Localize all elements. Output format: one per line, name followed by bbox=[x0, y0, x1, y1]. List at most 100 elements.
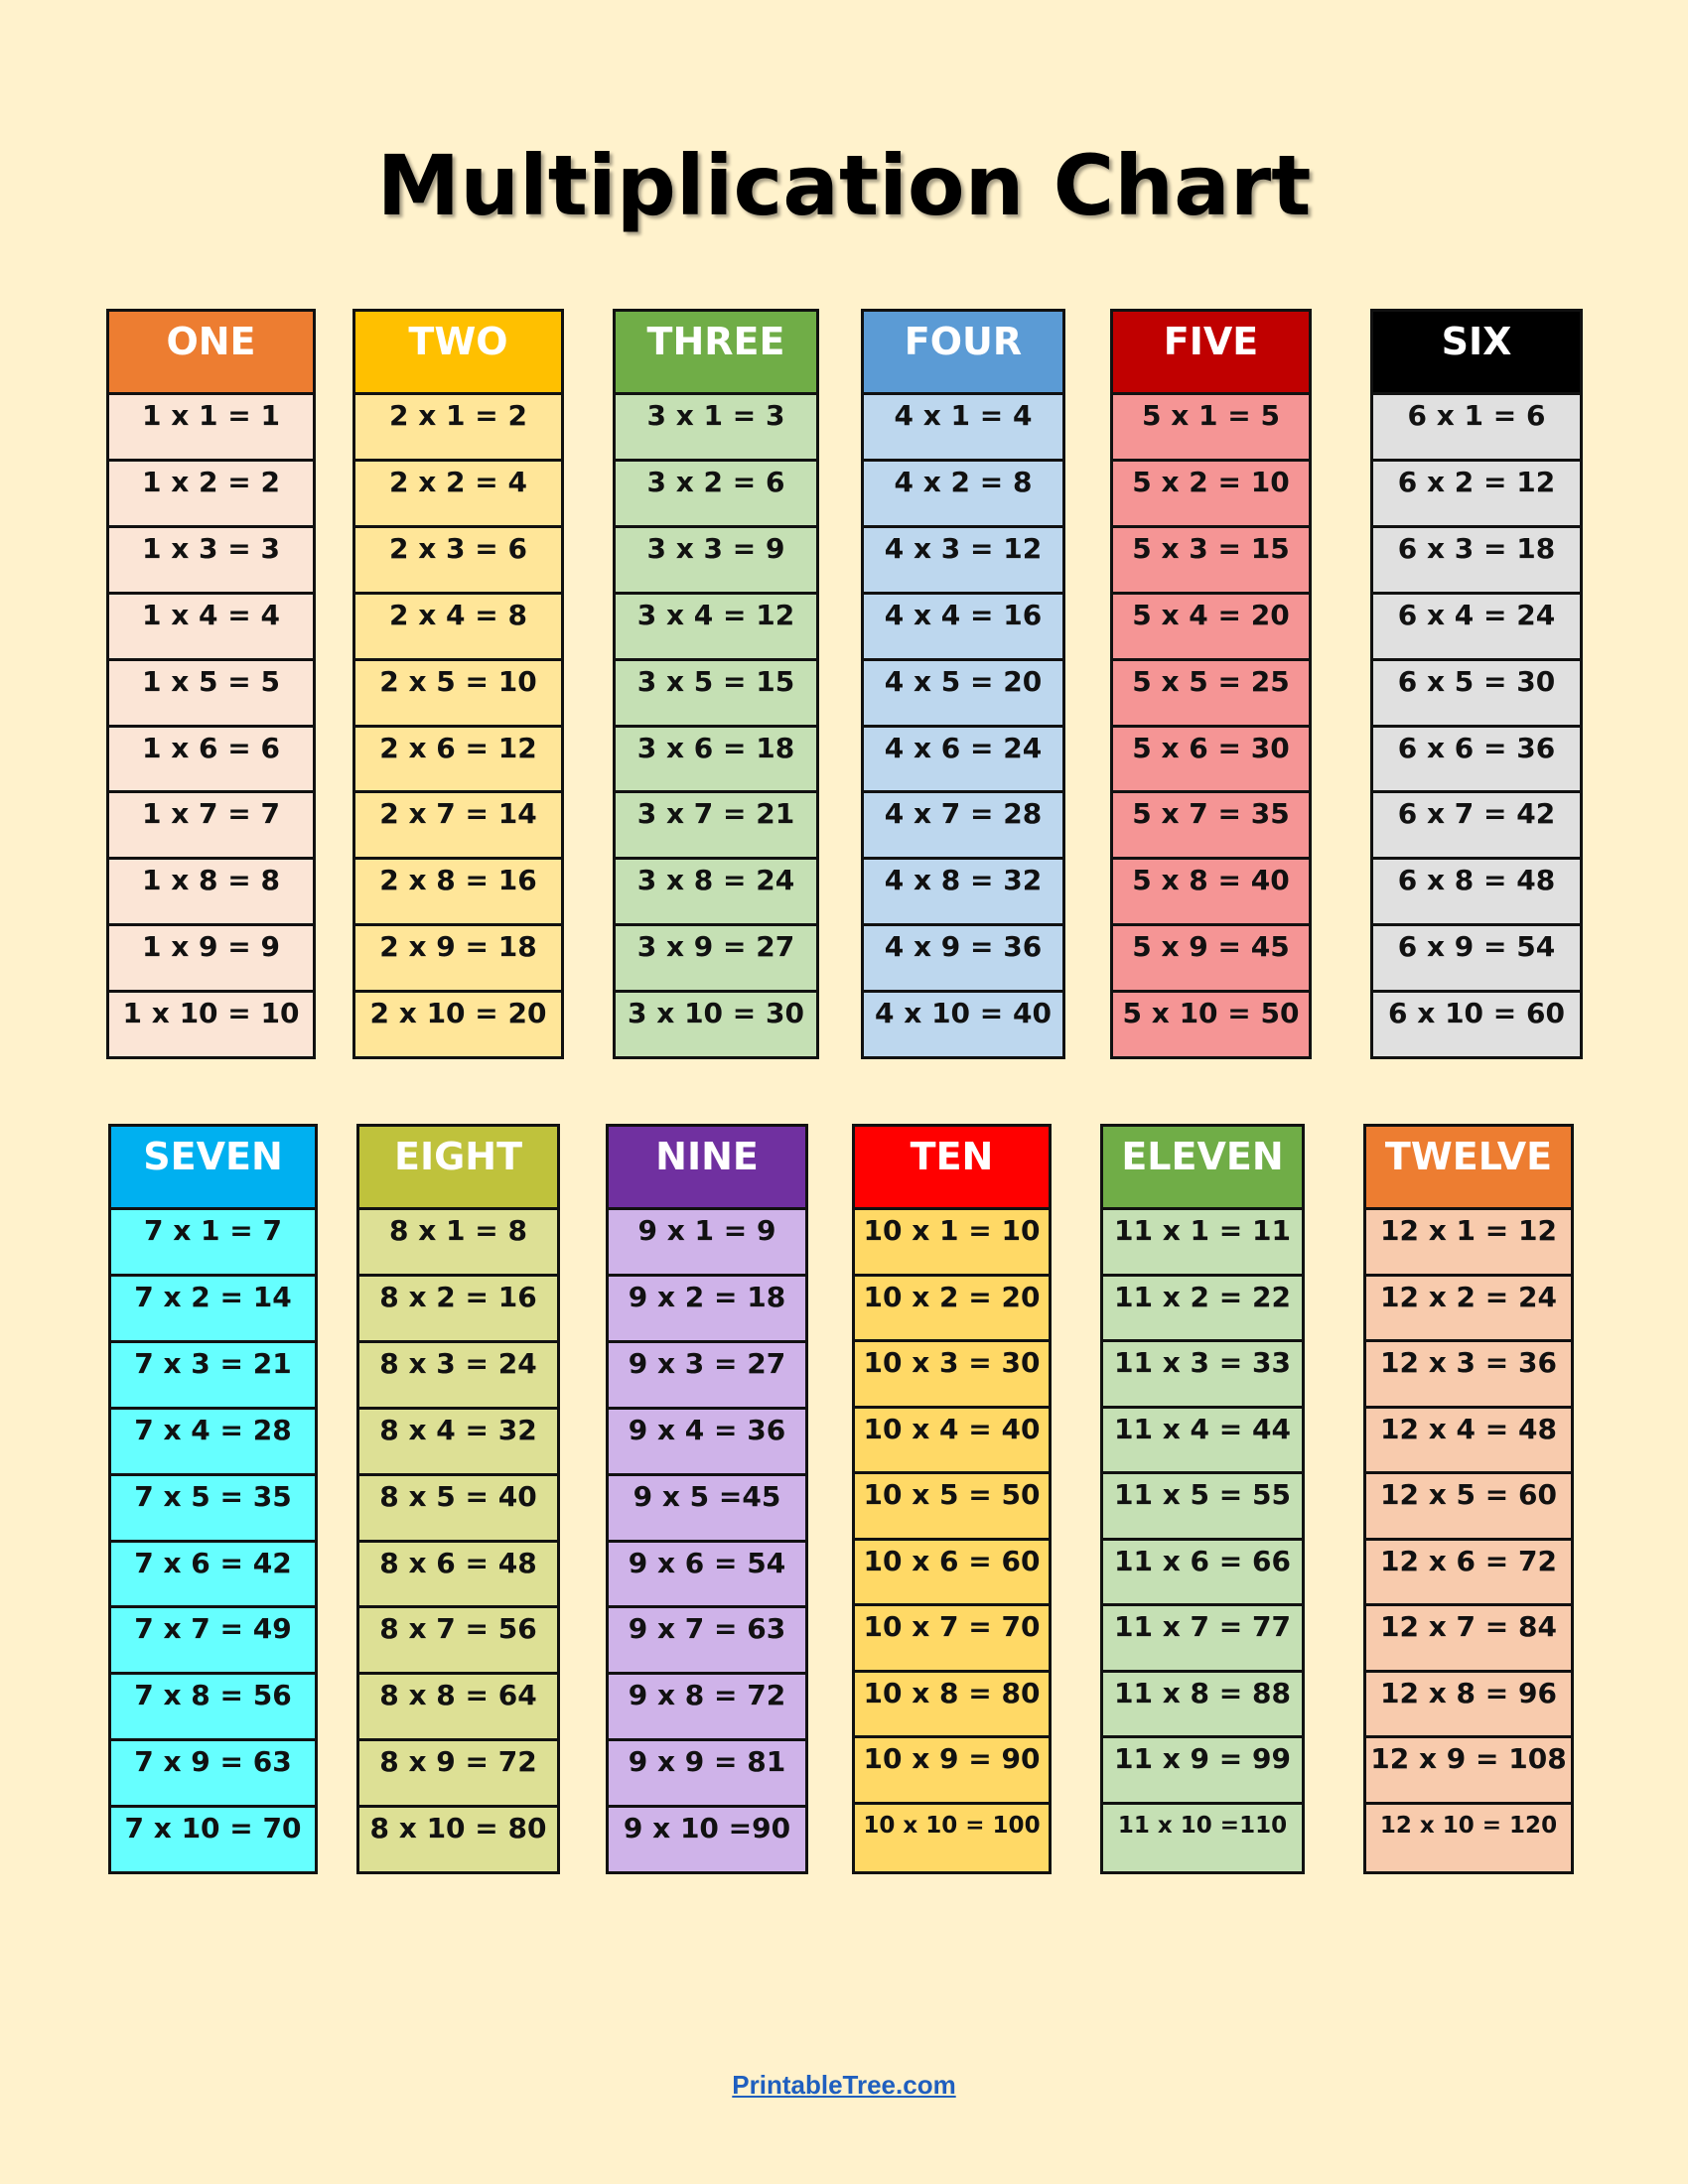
table-row: 9 x 1 = 9 bbox=[609, 1210, 805, 1277]
footer-link[interactable]: PrintableTree.com bbox=[732, 2070, 956, 2100]
table-row: 11 x 1 = 11 bbox=[1103, 1210, 1302, 1277]
table-row: 11 x 3 = 33 bbox=[1103, 1342, 1302, 1409]
table-row: 4 x 2 = 8 bbox=[864, 462, 1062, 528]
table-row: 5 x 7 = 35 bbox=[1113, 793, 1309, 861]
table-row: 3 x 4 = 12 bbox=[616, 595, 816, 661]
table-row: 8 x 4 = 32 bbox=[359, 1410, 557, 1476]
table-row: 11 x 5 = 55 bbox=[1103, 1474, 1302, 1541]
table-row: 7 x 7 = 49 bbox=[111, 1608, 315, 1676]
table-row: 12 x 6 = 72 bbox=[1366, 1541, 1571, 1606]
table-row: 9 x 6 = 54 bbox=[609, 1543, 805, 1609]
table-row: 7 x 8 = 56 bbox=[111, 1675, 315, 1742]
table-row: 5 x 4 = 20 bbox=[1113, 595, 1309, 661]
table-row: 10 x 9 = 90 bbox=[855, 1738, 1049, 1805]
table-header: FIVE bbox=[1113, 312, 1309, 395]
table-row: 1 x 2 = 2 bbox=[109, 462, 313, 528]
page-title: Multiplication Chart bbox=[376, 137, 1312, 234]
table-row: 6 x 7 = 42 bbox=[1373, 793, 1580, 861]
table-row: 1 x 1 = 1 bbox=[109, 395, 313, 462]
table-header: FOUR bbox=[864, 312, 1062, 395]
table-header: TWO bbox=[355, 312, 561, 395]
table-row: 7 x 3 = 21 bbox=[111, 1343, 315, 1410]
table-row: 1 x 10 = 10 bbox=[122, 997, 300, 1030]
table-row: 8 x 1 = 8 bbox=[359, 1210, 557, 1277]
table-row: 9 x 2 = 18 bbox=[609, 1277, 805, 1343]
table-row: 8 x 9 = 72 bbox=[359, 1741, 557, 1809]
table-row: 11 x 10 =110 bbox=[1117, 1812, 1288, 1839]
table-row: 6 x 4 = 24 bbox=[1373, 595, 1580, 661]
table-row: 5 x 9 = 45 bbox=[1113, 926, 1309, 994]
table-row: 8 x 5 = 40 bbox=[359, 1476, 557, 1543]
table-row: 2 x 5 = 10 bbox=[355, 661, 561, 728]
times-table-twelve: TWELVE 12 x 1 = 12 12 x 2 = 24 12 x 3 = 36 1… bbox=[1363, 1124, 1574, 1874]
table-row: 10 x 7 = 70 bbox=[855, 1606, 1049, 1673]
table-row: 8 x 7 = 56 bbox=[359, 1608, 557, 1676]
table-header: SIX bbox=[1373, 312, 1580, 395]
table-row: 3 x 6 = 18 bbox=[616, 728, 816, 794]
table-row: 10 x 4 = 40 bbox=[855, 1409, 1049, 1474]
table-row: 9 x 3 = 27 bbox=[609, 1343, 805, 1410]
table-row: 3 x 9 = 27 bbox=[616, 926, 816, 994]
table-row: 7 x 1 = 7 bbox=[111, 1210, 315, 1277]
table-header: THREE bbox=[616, 312, 816, 395]
table-row: 1 x 7 = 7 bbox=[109, 793, 313, 861]
table-row: 6 x 6 = 36 bbox=[1373, 728, 1580, 794]
table-row: 9 x 8 = 72 bbox=[609, 1675, 805, 1742]
table-header: NINE bbox=[609, 1127, 805, 1210]
table-row: 5 x 2 = 10 bbox=[1113, 462, 1309, 528]
table-row: 7 x 4 = 28 bbox=[111, 1410, 315, 1476]
table-row: 11 x 6 = 66 bbox=[1103, 1541, 1302, 1606]
table-row: 3 x 2 = 6 bbox=[616, 462, 816, 528]
table-row: 2 x 8 = 16 bbox=[355, 860, 561, 927]
table-header: TEN bbox=[855, 1127, 1049, 1210]
table-row: 8 x 2 = 16 bbox=[359, 1277, 557, 1343]
table-row: 12 x 2 = 24 bbox=[1366, 1277, 1571, 1342]
table-row: 5 x 6 = 30 bbox=[1113, 728, 1309, 794]
table-row: 4 x 4 = 16 bbox=[864, 595, 1062, 661]
table-row: 2 x 3 = 6 bbox=[355, 528, 561, 595]
table-row: 4 x 9 = 36 bbox=[864, 926, 1062, 994]
table-row: 4 x 6 = 24 bbox=[864, 728, 1062, 794]
table-row: 10 x 6 = 60 bbox=[855, 1541, 1049, 1606]
table-row: 4 x 3 = 12 bbox=[864, 528, 1062, 595]
times-table-ten: TEN 10 x 1 = 10 10 x 2 = 20 10 x 3 = 30 10 x… bbox=[852, 1124, 1052, 1874]
table-row: 12 x 4 = 48 bbox=[1366, 1409, 1571, 1474]
table-header: ELEVEN bbox=[1103, 1127, 1302, 1210]
table-row: 6 x 2 = 12 bbox=[1373, 462, 1580, 528]
table-row: 12 x 5 = 60 bbox=[1366, 1474, 1571, 1541]
table-header: TWELVE bbox=[1366, 1127, 1571, 1210]
table-row: 1 x 8 = 8 bbox=[109, 860, 313, 927]
table-row: 3 x 5 = 15 bbox=[616, 661, 816, 728]
table-row: 12 x 3 = 36 bbox=[1366, 1342, 1571, 1409]
times-table-eleven: ELEVEN 11 x 1 = 11 11 x 2 = 22 11 x 3 = 33 1… bbox=[1100, 1124, 1305, 1874]
table-row: 10 x 5 = 50 bbox=[855, 1474, 1049, 1541]
table-row: 4 x 1 = 4 bbox=[864, 395, 1062, 462]
table-row: 12 x 1 = 12 bbox=[1366, 1210, 1571, 1277]
table-row: 12 x 9 = 108 bbox=[1366, 1738, 1571, 1805]
table-row: 2 x 9 = 18 bbox=[355, 926, 561, 994]
table-row: 12 x 8 = 96 bbox=[1366, 1673, 1571, 1738]
table-row: 1 x 9 = 9 bbox=[109, 926, 313, 994]
table-row: 5 x 8 = 40 bbox=[1113, 860, 1309, 927]
table-row: 6 x 8 = 48 bbox=[1373, 860, 1580, 927]
table-row: 8 x 3 = 24 bbox=[359, 1343, 557, 1410]
table-row: 9 x 7 = 63 bbox=[609, 1608, 805, 1676]
table-row: 1 x 3 = 3 bbox=[109, 528, 313, 595]
table-row: 7 x 5 = 35 bbox=[111, 1476, 315, 1543]
table-row: 6 x 10 = 60 bbox=[1388, 997, 1565, 1030]
table-row: 11 x 4 = 44 bbox=[1103, 1409, 1302, 1474]
table-row: 4 x 8 = 32 bbox=[864, 860, 1062, 927]
table-row: 10 x 3 = 30 bbox=[855, 1342, 1049, 1409]
table-row: 12 x 10 = 120 bbox=[1379, 1812, 1558, 1839]
table-row: 9 x 4 = 36 bbox=[609, 1410, 805, 1476]
table-row: 2 x 1 = 2 bbox=[355, 395, 561, 462]
table-row: 7 x 6 = 42 bbox=[111, 1543, 315, 1609]
table-row: 11 x 9 = 99 bbox=[1103, 1738, 1302, 1805]
